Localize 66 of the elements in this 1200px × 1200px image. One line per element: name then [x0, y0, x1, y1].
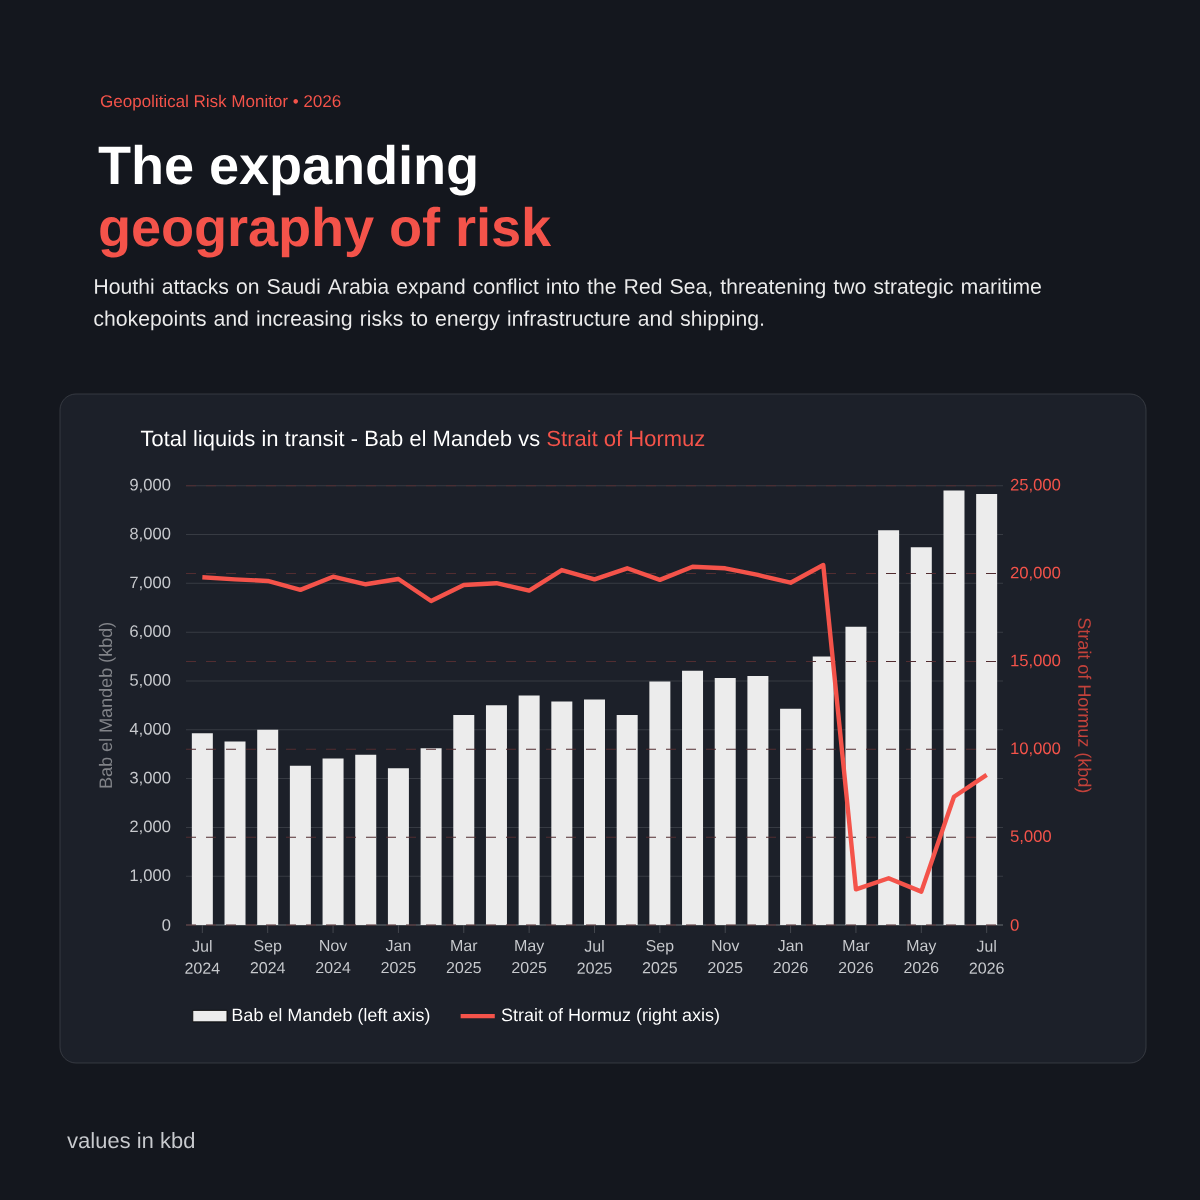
bar	[518, 695, 540, 925]
x-tick-label: Jan 2025	[381, 940, 416, 974]
x-tick-label: Mar 2025	[446, 940, 481, 974]
text: Strait of Hormuz	[547, 430, 705, 447]
bar	[976, 494, 998, 925]
x-tick-label: Jan 2026	[773, 940, 808, 974]
x-tick-label: Jul 2025	[577, 940, 612, 974]
y-axis-title: Bab el Mandeb (kbd)	[98, 622, 116, 788]
y-tick-label: 6,000	[130, 625, 171, 639]
bar	[355, 754, 377, 925]
x-tick-label: Sep 2024	[250, 940, 286, 974]
y-tick-label: 8,000	[130, 527, 171, 542]
y-tick-label: 3,000	[130, 771, 171, 786]
x-tick-label: Nov 2025	[708, 940, 743, 974]
bar	[714, 678, 736, 925]
y2-tick-label: 10,000	[1011, 742, 1061, 757]
y-tick-label: 2,000	[130, 820, 171, 835]
text: Houthi attacks on Saudi Arabia expand conflict into the Red Sea, threatening two strategic maritime chokepoints and increasing risks to energy infrastructure and shipping.	[94, 278, 1041, 331]
y-tick-label: 7,000	[130, 576, 171, 591]
text: Geopolitical Risk Monitor • 2026	[100, 94, 341, 111]
x-tick-label: Nov 2024	[316, 940, 351, 974]
bar	[584, 699, 605, 925]
bar	[812, 656, 834, 925]
x-tick-label: Jul 2024	[185, 940, 220, 974]
line-series	[200, 562, 989, 894]
bar	[420, 748, 442, 925]
bar	[322, 758, 344, 925]
y2-tick-label: 5,000	[1010, 830, 1051, 845]
y-tick-label: 9,000	[130, 478, 171, 493]
y-tick-label: 1,000	[130, 869, 171, 884]
legend-label: Strait of Hormuz (right axis)	[501, 1008, 719, 1025]
bar	[616, 715, 638, 925]
bar	[878, 530, 900, 925]
x-tick-label: May 2026	[904, 940, 939, 974]
x-tick-label: Mar 2026	[838, 940, 874, 974]
chart-subtitle: geography of risk	[100, 206, 552, 258]
y2-axis-title: Strait of Hormuz (kbd)	[1074, 618, 1092, 793]
bar	[224, 741, 246, 925]
x-tick-label: Sep 2025	[642, 940, 677, 974]
x-tick-label: May 2025	[512, 940, 547, 974]
bar	[289, 765, 311, 925]
bar	[387, 768, 409, 925]
bar	[780, 708, 802, 925]
y2-tick-label: 20,000	[1010, 566, 1061, 581]
y-tick-label: 5,000	[130, 674, 171, 688]
bar	[845, 626, 867, 925]
y-tick-label: 0	[162, 919, 171, 931]
bar	[551, 701, 573, 925]
y2-tick-label: 0	[1010, 919, 1019, 931]
text: Total liquids in transit - Bab el Mandeb vs	[140, 430, 540, 451]
bar	[257, 729, 279, 925]
bar	[747, 676, 769, 925]
y-tick-label: 4,000	[129, 722, 171, 737]
bar	[943, 490, 965, 925]
bar	[453, 715, 475, 925]
legend-label: Bab el Mandeb (left axis)	[232, 1008, 430, 1025]
chart-title: The expanding	[98, 144, 476, 196]
bar	[682, 670, 704, 925]
bar	[910, 547, 932, 925]
bar	[485, 705, 507, 925]
bar	[649, 681, 671, 925]
bar	[191, 733, 213, 925]
y2-tick-label: 25,000	[1010, 478, 1061, 493]
x-tick-label: Jul 2026	[969, 940, 1004, 974]
text: values in kbd	[67, 1132, 195, 1149]
y2-tick-label: 15,000	[1011, 654, 1061, 669]
